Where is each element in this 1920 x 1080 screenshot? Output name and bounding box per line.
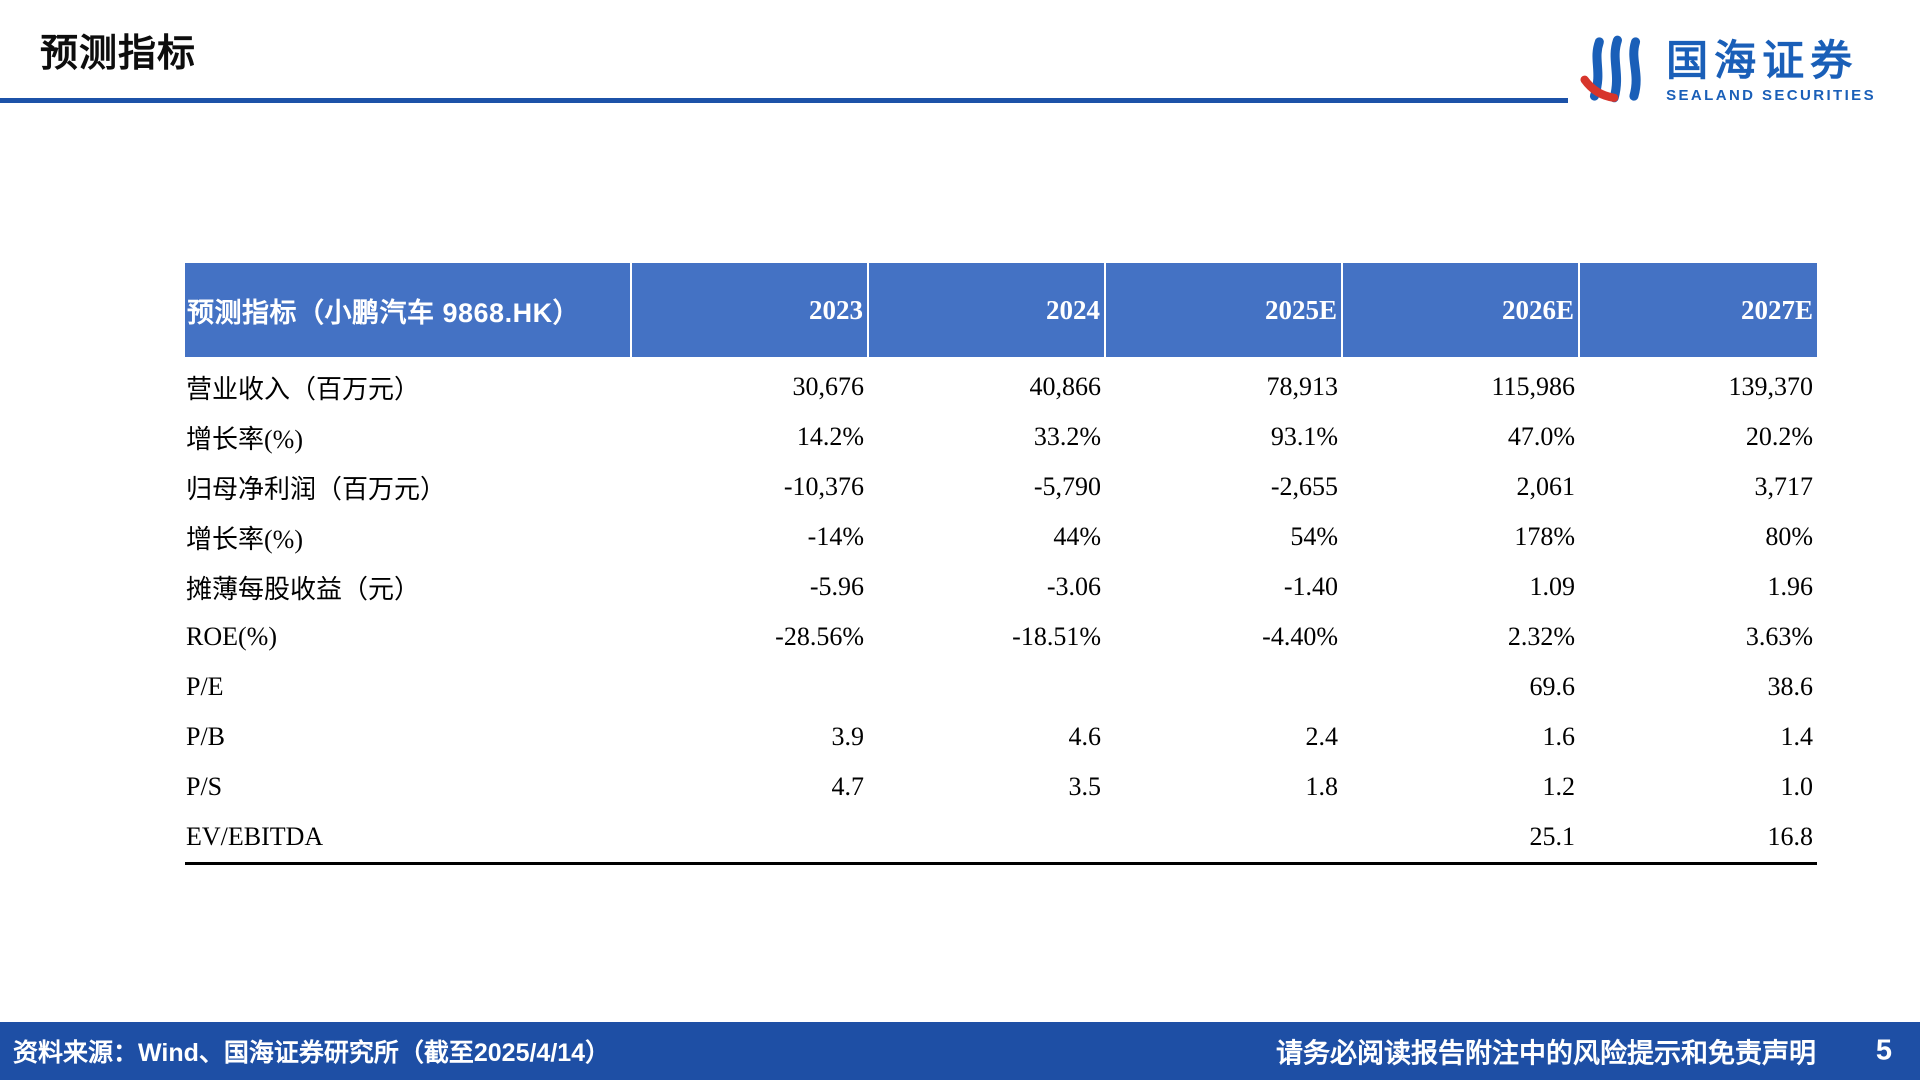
- row-value: 1.4: [1780, 722, 1814, 751]
- column-header-2026e: 2026E: [1341, 263, 1579, 357]
- row-label: 摊薄每股收益（元）: [186, 574, 421, 604]
- row-value: 14.2%: [796, 422, 864, 451]
- table-row: EV/EBITDA 25.1 16.8: [185, 812, 1817, 864]
- row-label: 增长率(%): [186, 524, 303, 554]
- row-value: 80%: [1765, 522, 1813, 551]
- table-row: 摊薄每股收益（元） -5.96 -3.06 -1.40 1.09 1.96: [185, 562, 1817, 612]
- row-value: 2,061: [1516, 472, 1576, 501]
- row-value: 1.0: [1780, 772, 1814, 801]
- row-value: 139,370: [1728, 372, 1814, 401]
- row-value: 4.6: [1068, 722, 1102, 751]
- table-row: 营业收入（百万元） 30,676 40,866 78,913 115,986 139,37…: [185, 357, 1817, 412]
- row-value: -5,790: [1033, 472, 1101, 501]
- row-value: 33.2%: [1033, 422, 1101, 451]
- row-value: 20.2%: [1745, 422, 1813, 451]
- row-value: [1105, 662, 1342, 712]
- page-title: 预测指标: [40, 33, 197, 75]
- row-value: 47.0%: [1507, 422, 1575, 451]
- row-value: -2,655: [1270, 472, 1338, 501]
- row-value: [868, 662, 1105, 712]
- row-value: -18.51%: [1012, 622, 1101, 651]
- row-value: 1.09: [1529, 572, 1576, 601]
- row-label: 增长率(%): [186, 424, 303, 454]
- row-value: -14%: [807, 522, 864, 551]
- sealand-logo-icon: [1578, 32, 1652, 111]
- row-value: [631, 662, 868, 712]
- table-row: P/S 4.7 3.5 1.8 1.2 1.0: [185, 762, 1817, 812]
- row-label: ROE(%): [186, 622, 277, 651]
- column-header-2023: 2023: [630, 263, 868, 357]
- page-number: 5: [1875, 1034, 1892, 1067]
- row-value: 4.7: [831, 772, 865, 801]
- row-label: P/E: [186, 672, 224, 701]
- row-label: P/B: [186, 722, 226, 751]
- source-note: 资料来源：Wind、国海证券研究所（截至2025/4/14）: [13, 1039, 611, 1067]
- row-value: 2.32%: [1507, 622, 1575, 651]
- footer-bar: 资料来源：Wind、国海证券研究所（截至2025/4/14） 请务必阅读报告附注…: [0, 1022, 1920, 1080]
- row-value: 25.1: [1529, 822, 1576, 851]
- row-value: -10,376: [783, 472, 864, 501]
- forecast-table: 预测指标（小鹏汽车 9868.HK） 2023 2024 2025E 2026E…: [185, 263, 1817, 865]
- logo-name-cn: 国海证券: [1666, 37, 1859, 85]
- row-value: 78,913: [1266, 372, 1339, 401]
- table-row: 增长率(%) -14% 44% 54% 178% 80%: [185, 512, 1817, 562]
- forecast-table-wrap: 预测指标（小鹏汽车 9868.HK） 2023 2024 2025E 2026E…: [185, 263, 1817, 865]
- row-value: [631, 812, 868, 864]
- company-logo: 国海证券 SEALAND SECURITIES: [1578, 32, 1876, 111]
- column-header-label: 预测指标（小鹏汽车 9868.HK）: [185, 263, 631, 357]
- row-value: 30,676: [792, 372, 865, 401]
- row-value: 38.6: [1767, 672, 1814, 701]
- row-value: 1.8: [1305, 772, 1339, 801]
- column-header-2025e: 2025E: [1104, 263, 1342, 357]
- row-value: 3.9: [831, 722, 865, 751]
- row-value: 1.2: [1542, 772, 1576, 801]
- table-row: 增长率(%) 14.2% 33.2% 93.1% 47.0% 20.2%: [185, 412, 1817, 462]
- row-label: 营业收入（百万元）: [186, 374, 421, 404]
- logo-text: 国海证券 SEALAND SECURITIES: [1666, 37, 1876, 104]
- row-value: -1.40: [1283, 572, 1338, 601]
- column-header-2027e: 2027E: [1578, 263, 1817, 357]
- row-value: 44%: [1053, 522, 1101, 551]
- row-value: 178%: [1514, 522, 1575, 551]
- row-value: -28.56%: [775, 622, 864, 651]
- row-value: 2.4: [1305, 722, 1339, 751]
- row-value: 40,866: [1029, 372, 1102, 401]
- row-value: 3.63%: [1745, 622, 1813, 651]
- row-value: 1.96: [1767, 572, 1814, 601]
- row-value: 1.6: [1542, 722, 1576, 751]
- table-body: 营业收入（百万元） 30,676 40,866 78,913 115,986 139,37…: [185, 357, 1817, 864]
- row-label: 归母净利润（百万元）: [186, 474, 447, 504]
- row-value: [1105, 812, 1342, 864]
- logo-name-en: SEALAND SECURITIES: [1666, 86, 1876, 104]
- title-underline: [0, 98, 1568, 103]
- row-value: 3.5: [1068, 772, 1102, 801]
- table-row: 归母净利润（百万元） -10,376 -5,790 -2,655 2,061 3,717: [185, 462, 1817, 512]
- row-label: EV/EBITDA: [186, 822, 324, 851]
- row-value: 115,986: [1491, 372, 1575, 401]
- table-row: ROE(%) -28.56% -18.51% -4.40% 2.32% 3.63%: [185, 612, 1817, 662]
- disclaimer-text: 请务必阅读报告附注中的风险提示和免责声明: [1276, 1038, 1816, 1069]
- row-value: [868, 812, 1105, 864]
- row-label: P/S: [186, 772, 223, 801]
- row-value: -3.06: [1046, 572, 1101, 601]
- row-value: 54%: [1290, 522, 1338, 551]
- table-row: P/B 3.9 4.6 2.4 1.6 1.4: [185, 712, 1817, 762]
- row-value: -4.40%: [1262, 622, 1338, 651]
- column-header-2024: 2024: [867, 263, 1105, 357]
- table-header-row: 预测指标（小鹏汽车 9868.HK） 2023 2024 2025E 2026E…: [185, 263, 1817, 357]
- row-value: 93.1%: [1270, 422, 1338, 451]
- row-value: 69.6: [1529, 672, 1576, 701]
- row-value: 3,717: [1754, 472, 1814, 501]
- row-value: -5.96: [809, 572, 864, 601]
- row-value: 16.8: [1767, 822, 1814, 851]
- table-row: P/E 69.6 38.6: [185, 662, 1817, 712]
